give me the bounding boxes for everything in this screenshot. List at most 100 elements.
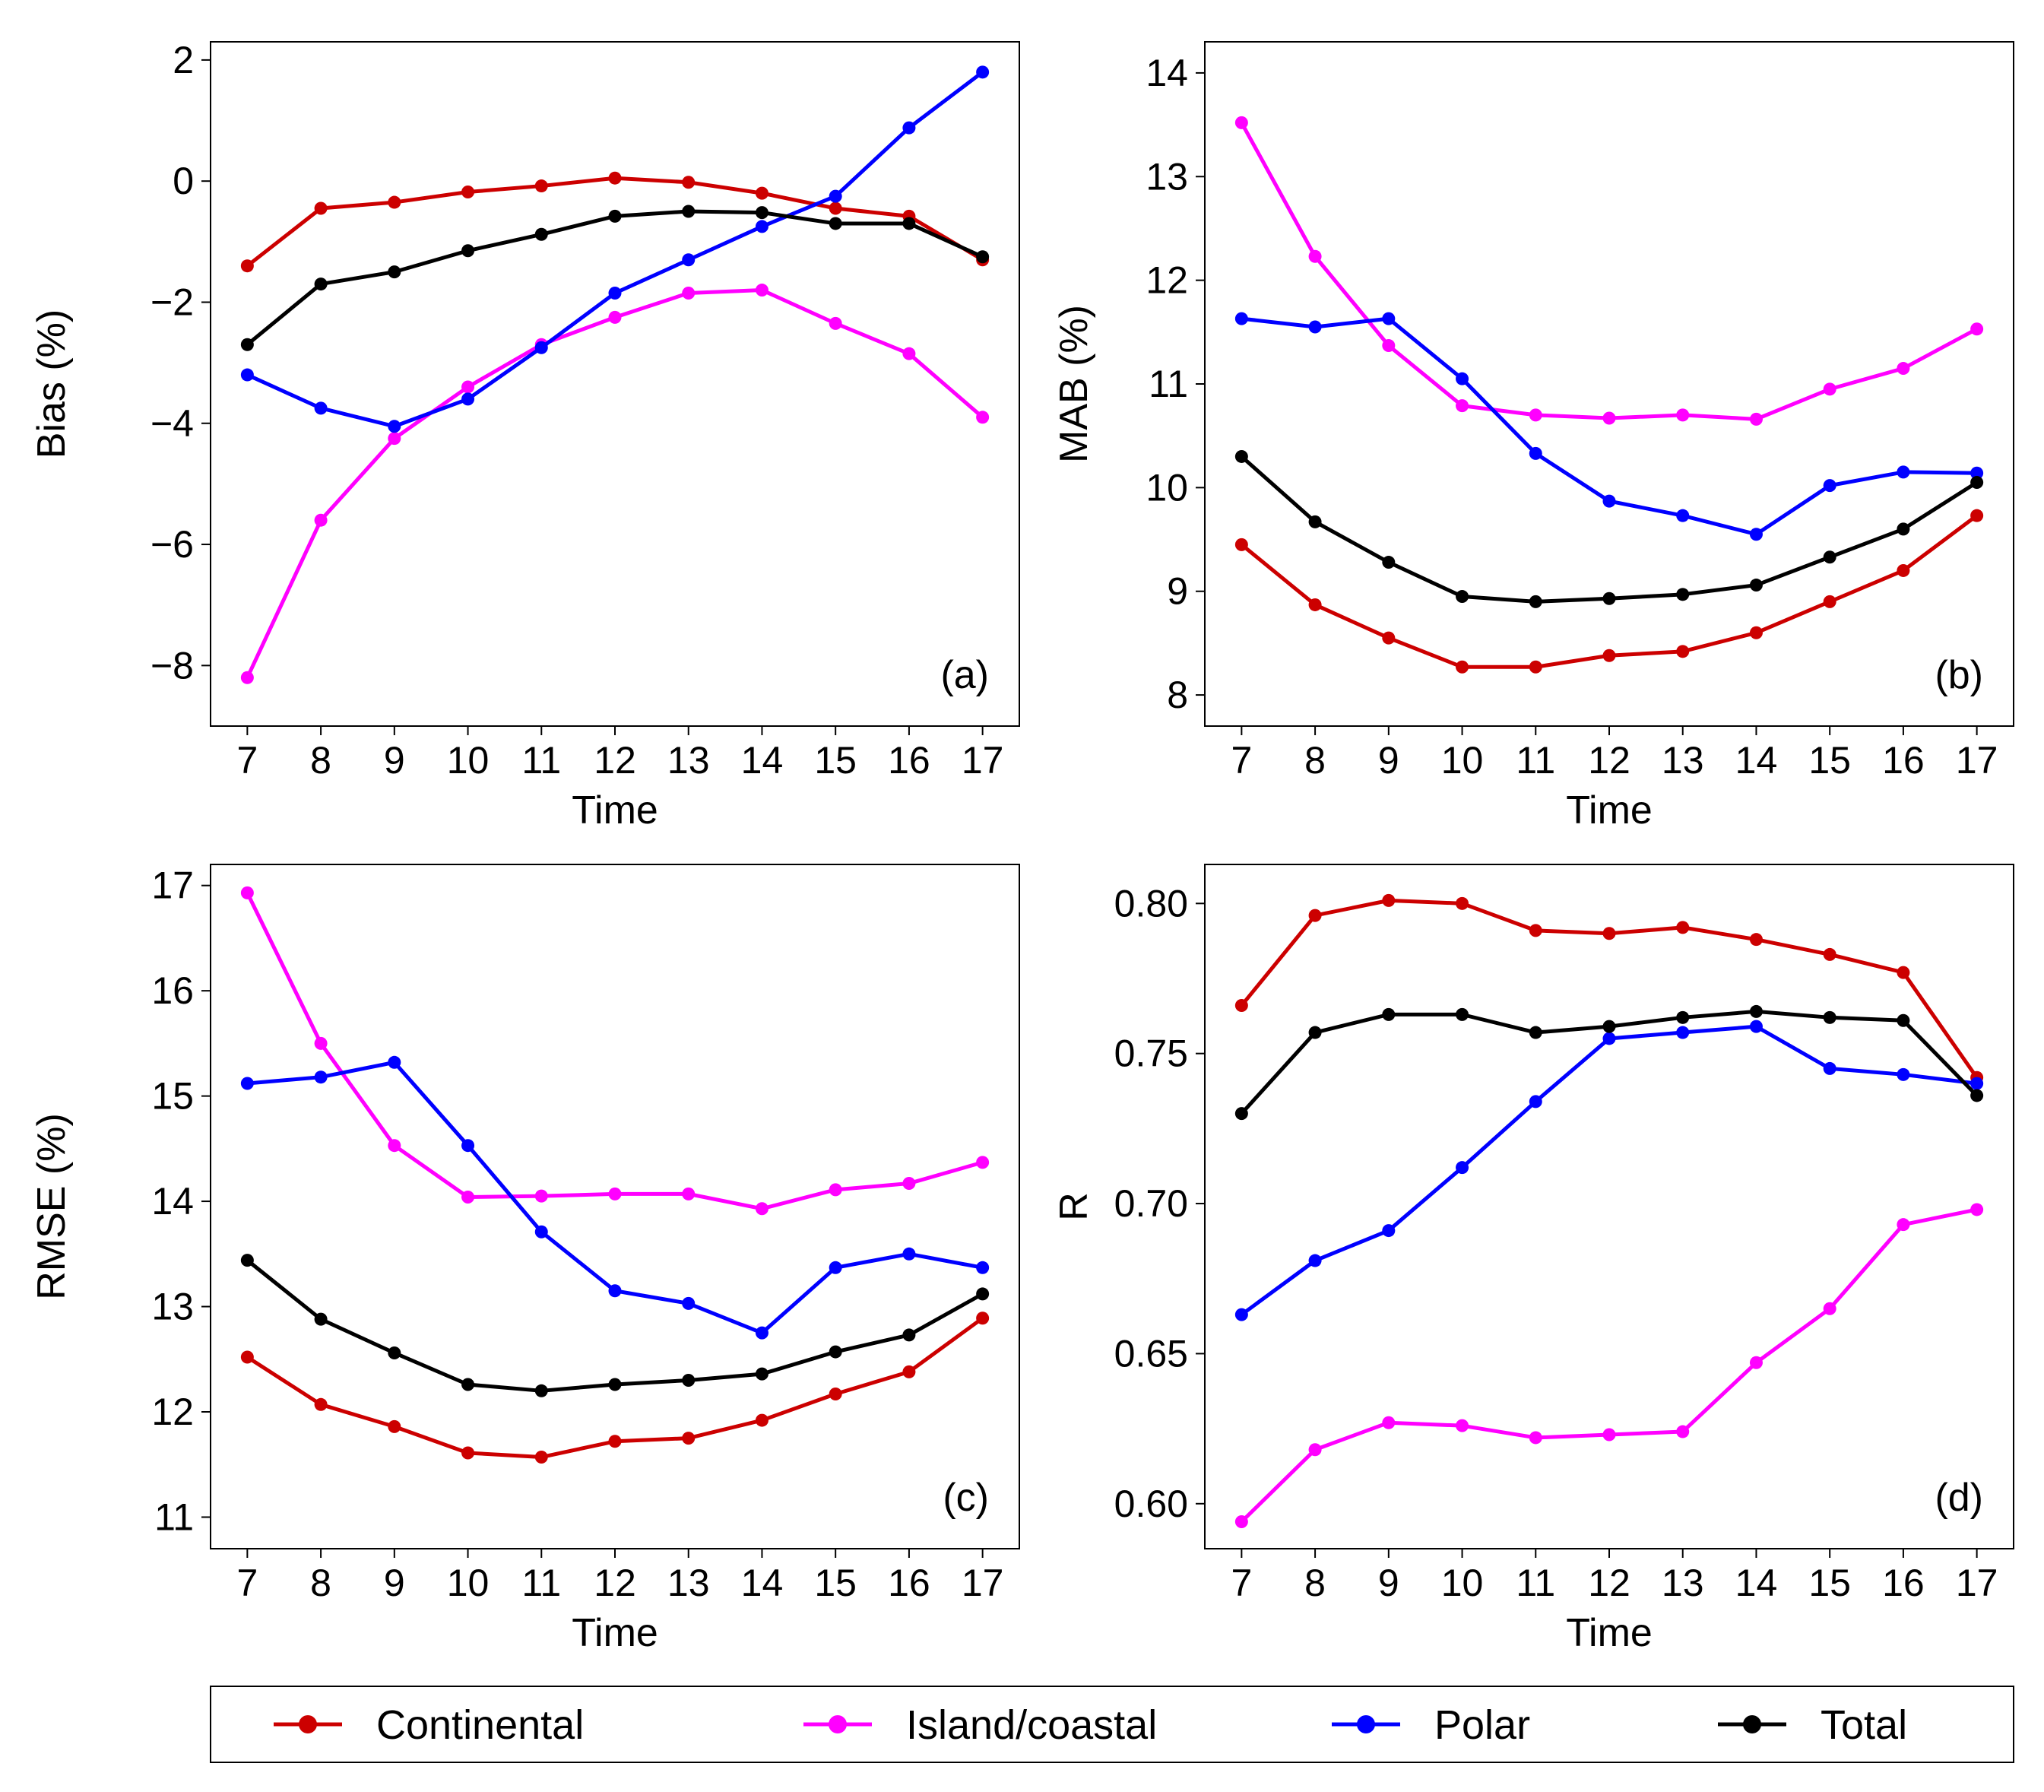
data-point-total bbox=[1456, 590, 1469, 604]
data-point-polar bbox=[1897, 465, 1910, 479]
x-tick-label: 17 bbox=[1956, 739, 1998, 782]
x-tick-label: 10 bbox=[447, 1562, 490, 1604]
data-point-total bbox=[1456, 1007, 1469, 1021]
data-point-total bbox=[461, 244, 475, 258]
x-tick-label: 8 bbox=[310, 1562, 331, 1604]
legend-marker bbox=[299, 1715, 317, 1733]
data-point-island bbox=[388, 432, 401, 446]
data-point-total bbox=[1602, 1020, 1616, 1033]
data-point-total bbox=[976, 250, 990, 264]
data-point-total bbox=[902, 217, 916, 230]
y-axis-label: RMSE (%) bbox=[30, 1113, 74, 1300]
data-point-polar bbox=[1234, 1308, 1248, 1321]
data-point-total bbox=[1676, 588, 1690, 601]
x-tick-label: 12 bbox=[1588, 1562, 1630, 1604]
x-tick-label: 12 bbox=[594, 1562, 636, 1604]
x-tick-label: 9 bbox=[384, 739, 405, 782]
legend-marker bbox=[1743, 1715, 1761, 1733]
data-point-polar bbox=[388, 420, 401, 433]
data-point-polar bbox=[1823, 1061, 1836, 1075]
x-tick-label: 8 bbox=[1304, 739, 1326, 782]
data-point-total bbox=[608, 1378, 622, 1391]
data-point-total bbox=[1970, 1089, 1984, 1102]
data-point-island bbox=[1970, 1203, 1984, 1216]
legend-label: Polar bbox=[1434, 1702, 1530, 1748]
data-point-total bbox=[534, 227, 548, 241]
data-point-continental bbox=[1456, 660, 1469, 674]
data-point-total bbox=[755, 206, 768, 220]
data-point-island bbox=[682, 1187, 696, 1200]
legend-label: Total bbox=[1821, 1702, 1907, 1748]
y-tick-label: 15 bbox=[151, 1075, 194, 1118]
data-point-polar bbox=[1602, 494, 1616, 508]
x-tick-label: 16 bbox=[1882, 739, 1925, 782]
y-tick-label: −2 bbox=[151, 281, 194, 323]
data-point-island bbox=[902, 347, 916, 360]
data-point-continental bbox=[829, 201, 842, 215]
panel-tag: (b) bbox=[1935, 653, 1983, 697]
data-point-continental bbox=[608, 171, 622, 185]
x-tick-label: 7 bbox=[236, 1562, 258, 1604]
data-point-continental bbox=[461, 1446, 475, 1460]
data-point-continental bbox=[1456, 896, 1469, 910]
data-point-total bbox=[240, 338, 254, 351]
legend-box bbox=[210, 1686, 2014, 1763]
data-point-island bbox=[608, 1187, 622, 1200]
legend-label: Island/coastal bbox=[906, 1702, 1157, 1748]
data-point-continental bbox=[1676, 645, 1690, 658]
x-tick-label: 15 bbox=[1808, 1562, 1851, 1604]
x-axis-label: Time bbox=[572, 1611, 658, 1655]
legend-marker bbox=[1357, 1715, 1375, 1733]
data-point-total bbox=[829, 217, 842, 230]
x-tick-label: 14 bbox=[741, 1562, 784, 1604]
data-point-island bbox=[608, 310, 622, 324]
data-point-continental bbox=[461, 186, 475, 199]
data-point-continental bbox=[608, 1435, 622, 1448]
data-point-island bbox=[1382, 1416, 1396, 1429]
data-point-polar bbox=[902, 1247, 916, 1261]
x-tick-label: 8 bbox=[310, 739, 331, 782]
data-point-polar bbox=[902, 121, 916, 135]
x-tick-label: 15 bbox=[814, 1562, 857, 1604]
data-point-polar bbox=[240, 368, 254, 382]
data-point-island bbox=[1456, 399, 1469, 413]
data-point-continental bbox=[1234, 999, 1248, 1013]
data-point-polar bbox=[608, 1284, 622, 1298]
data-point-polar bbox=[1823, 479, 1836, 493]
data-point-polar bbox=[461, 1139, 475, 1153]
data-point-total bbox=[1897, 522, 1910, 536]
data-point-polar bbox=[240, 1077, 254, 1090]
data-point-island bbox=[461, 1191, 475, 1204]
data-point-polar bbox=[1382, 1224, 1396, 1238]
data-point-island bbox=[682, 287, 696, 300]
x-tick-label: 12 bbox=[1588, 739, 1630, 782]
data-point-total bbox=[682, 205, 696, 218]
x-axis-label: Time bbox=[1566, 1611, 1653, 1655]
data-point-polar bbox=[976, 1261, 990, 1274]
data-point-continental bbox=[534, 1451, 548, 1464]
data-point-polar bbox=[1749, 528, 1763, 541]
data-point-continental bbox=[388, 195, 401, 209]
x-tick-label: 15 bbox=[814, 739, 857, 782]
data-point-continental bbox=[1602, 649, 1616, 662]
data-point-island bbox=[976, 1156, 990, 1169]
data-point-continental bbox=[1382, 893, 1396, 907]
data-point-polar bbox=[1602, 1032, 1616, 1045]
y-tick-label: 17 bbox=[151, 864, 194, 907]
data-point-polar bbox=[755, 220, 768, 233]
y-tick-label: 16 bbox=[151, 969, 194, 1012]
data-point-continental bbox=[534, 179, 548, 193]
data-point-total bbox=[1749, 1004, 1763, 1018]
x-tick-label: 16 bbox=[888, 1562, 930, 1604]
data-point-island bbox=[388, 1139, 401, 1153]
y-axis-label: MAB (%) bbox=[1052, 305, 1096, 463]
x-tick-label: 13 bbox=[1662, 1562, 1704, 1604]
data-point-polar bbox=[314, 1070, 328, 1084]
x-tick-label: 17 bbox=[1956, 1562, 1998, 1604]
data-point-island bbox=[829, 1183, 842, 1197]
data-point-total bbox=[388, 1346, 401, 1359]
data-point-continental bbox=[1382, 631, 1396, 645]
data-point-continental bbox=[1308, 909, 1322, 922]
